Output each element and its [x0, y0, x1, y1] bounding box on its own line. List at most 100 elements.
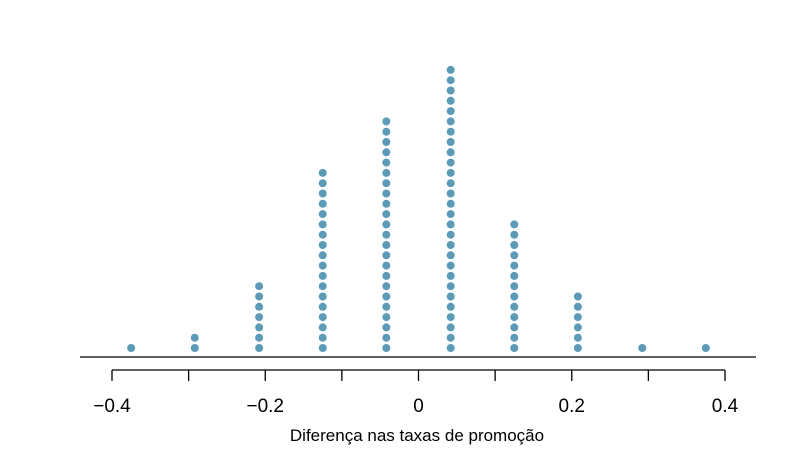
data-point: [446, 261, 455, 270]
data-point: [382, 323, 391, 332]
data-point: [382, 127, 391, 136]
x-axis-ticks: −0.4 −0.2 0 0.2 0.4: [93, 370, 739, 417]
data-point: [190, 344, 199, 352]
data-point: [127, 344, 136, 352]
x-tick-label: 0: [413, 396, 424, 417]
data-point: [510, 344, 519, 352]
data-point: [255, 344, 264, 352]
data-point: [446, 251, 455, 260]
data-point: [510, 251, 519, 260]
data-point: [318, 344, 327, 352]
data-point: [190, 333, 199, 342]
data-point: [446, 86, 455, 95]
data-point: [318, 220, 327, 229]
data-point: [446, 117, 455, 126]
data-point: [382, 282, 391, 291]
data-point: [382, 251, 391, 260]
data-point: [382, 189, 391, 198]
data-point: [318, 261, 327, 270]
data-point: [318, 313, 327, 322]
data-point: [446, 210, 455, 219]
data-point: [510, 271, 519, 280]
data-point: [255, 313, 264, 322]
data-point: [510, 323, 519, 332]
x-axis-label: Diferença nas taxas de promoção: [290, 426, 544, 445]
data-point: [382, 220, 391, 229]
data-point: [510, 292, 519, 301]
data-point: [255, 302, 264, 311]
data-point: [382, 292, 391, 301]
data-point: [446, 189, 455, 198]
data-point: [510, 241, 519, 249]
data-point: [446, 148, 455, 157]
data-point: [255, 333, 264, 342]
data-point: [318, 189, 327, 198]
data-point: [446, 241, 455, 249]
data-point: [255, 292, 264, 301]
x-tick-label: −0.4: [93, 396, 131, 417]
data-point: [446, 138, 455, 146]
data-point: [573, 344, 582, 352]
data-point: [446, 344, 455, 352]
data-point: [510, 261, 519, 270]
data-point: [446, 76, 455, 85]
data-point: [446, 333, 455, 342]
data-point: [382, 271, 391, 280]
data-point: [573, 292, 582, 301]
data-point: [573, 302, 582, 311]
data-point: [318, 292, 327, 301]
data-point: [446, 107, 455, 116]
data-point: [318, 168, 327, 177]
data-point: [382, 138, 391, 146]
data-point: [446, 220, 455, 229]
data-point: [318, 230, 327, 239]
data-point: [318, 251, 327, 260]
data-point: [573, 313, 582, 322]
data-point: [382, 230, 391, 239]
x-tick-label: −0.2: [246, 396, 284, 417]
data-point: [382, 168, 391, 177]
data-point: [446, 230, 455, 239]
data-point: [701, 344, 710, 352]
data-point: [382, 148, 391, 157]
data-point: [573, 323, 582, 332]
data-point: [510, 230, 519, 239]
data-point: [446, 96, 455, 105]
data-point: [382, 313, 391, 322]
data-point: [318, 179, 327, 188]
x-tick-label: 0.2: [559, 396, 585, 417]
data-point: [446, 65, 455, 74]
data-point: [510, 282, 519, 291]
data-point: [446, 313, 455, 322]
data-point: [510, 313, 519, 322]
data-point: [382, 241, 391, 249]
data-point: [382, 179, 391, 188]
data-point: [318, 241, 327, 249]
data-point: [382, 117, 391, 126]
data-point: [382, 344, 391, 352]
data-point: [318, 210, 327, 219]
data-point: [446, 199, 455, 208]
data-point: [446, 271, 455, 280]
data-point: [446, 168, 455, 177]
data-point: [382, 333, 391, 342]
data-point: [318, 302, 327, 311]
data-point: [446, 179, 455, 188]
data-point: [255, 323, 264, 332]
data-point: [510, 302, 519, 311]
data-point: [382, 158, 391, 167]
data-point: [510, 333, 519, 342]
data-point: [510, 220, 519, 229]
data-point: [446, 292, 455, 301]
data-point: [318, 282, 327, 291]
data-point: [382, 199, 391, 208]
data-point: [382, 210, 391, 219]
data-point: [255, 282, 264, 291]
dots-layer: [127, 65, 710, 352]
data-point: [318, 271, 327, 280]
data-point: [446, 158, 455, 167]
data-point: [446, 127, 455, 136]
data-point: [318, 333, 327, 342]
data-point: [382, 302, 391, 311]
